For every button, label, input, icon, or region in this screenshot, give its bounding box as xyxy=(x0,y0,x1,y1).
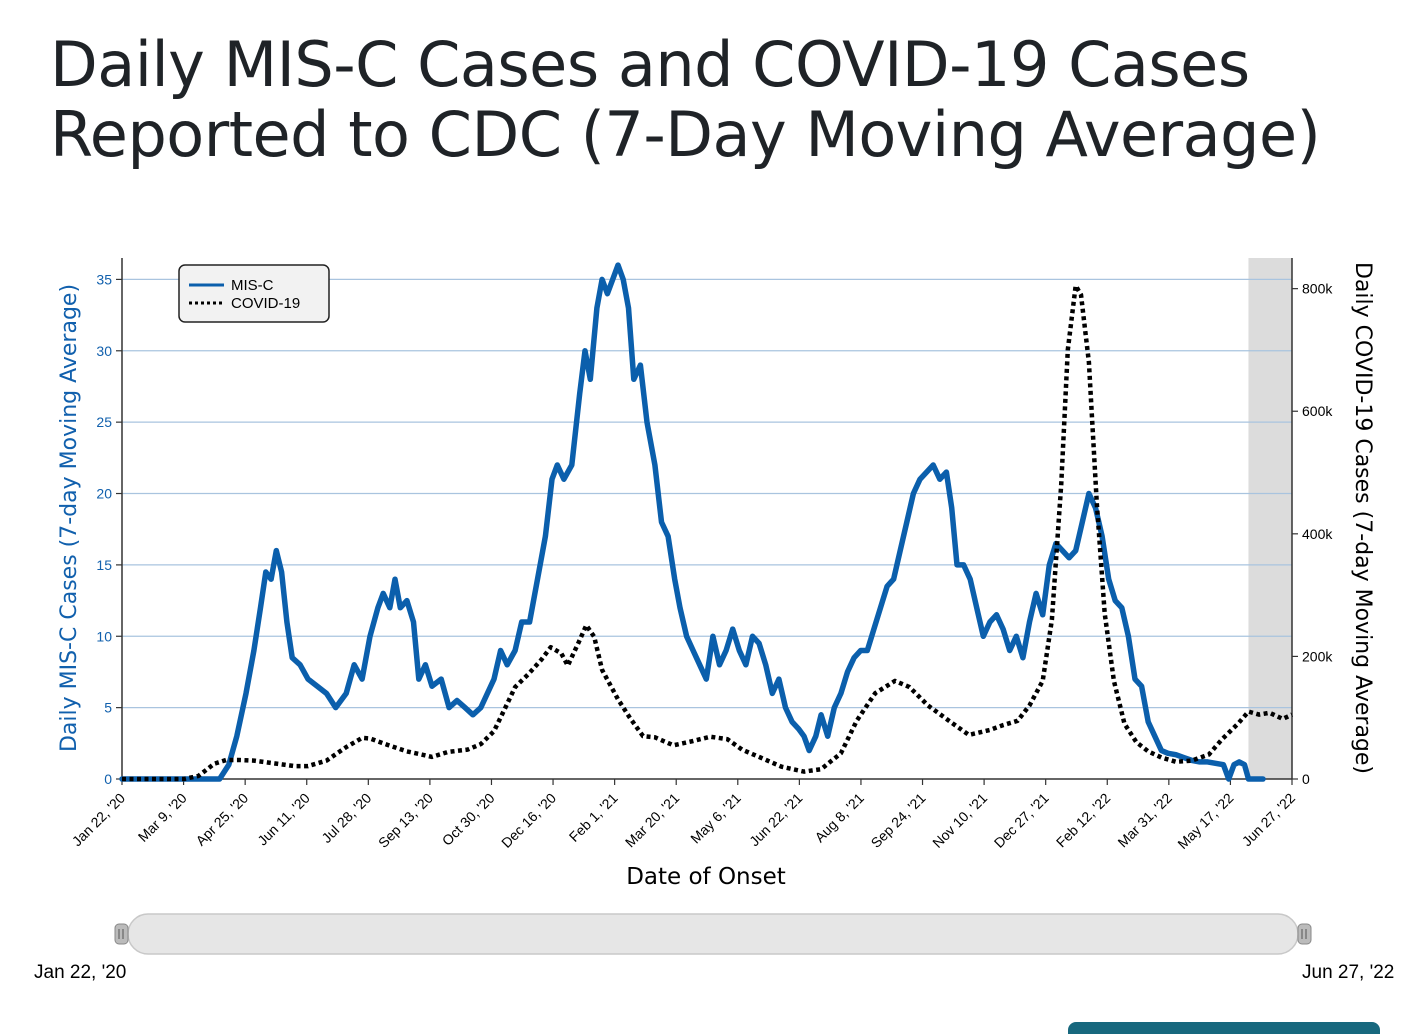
x-tick-label: Mar 31, '22 xyxy=(1114,790,1175,851)
x-tick-label: Sep 13, '20 xyxy=(375,790,436,851)
right-axis-label: Daily COVID-19 Cases (7-day Moving Avera… xyxy=(1350,262,1375,774)
range-handle-left[interactable] xyxy=(114,923,129,945)
x-tick-label: Feb 12, '22 xyxy=(1053,790,1114,851)
legend[interactable]: MIS-C COVID-19 xyxy=(178,264,330,323)
legend-box xyxy=(178,264,330,323)
gridlines xyxy=(122,278,1292,709)
range-start-label: Jan 22, '20 xyxy=(34,962,127,983)
x-tick-label: Oct 30, '20 xyxy=(439,790,498,849)
chart-title: Daily MIS-C Cases and COVID-19 Cases Rep… xyxy=(50,28,1321,171)
series-lines xyxy=(119,262,1293,782)
x-axis-label: Date of Onset xyxy=(626,864,786,890)
left-tick-label: 25 xyxy=(96,414,112,430)
left-tick-label: 30 xyxy=(96,343,112,359)
mis-c-line[interactable] xyxy=(119,262,1266,782)
x-tick-label: Feb 1, '21 xyxy=(566,790,621,845)
range-selector[interactable] xyxy=(114,913,1312,955)
x-tick-label: Jan 22, '20 xyxy=(69,790,129,850)
right-tick-label: 600k xyxy=(1302,403,1333,419)
left-tick-label: 5 xyxy=(104,700,112,716)
x-axis-ticks: Jan 22, '20 Mar 9, '20 Apr 25, '20 Jun 11, … xyxy=(69,779,1299,852)
x-tick-label: Sep 24, '21 xyxy=(868,790,929,851)
right-tick-label: 0 xyxy=(1302,771,1310,787)
right-tick-label: 800k xyxy=(1302,281,1333,297)
left-tick-label: 15 xyxy=(96,557,112,573)
left-tick-label: 20 xyxy=(96,486,112,502)
left-tick-label: 35 xyxy=(96,271,112,287)
x-tick-label: Jun 11, '20 xyxy=(254,790,313,849)
legend-item-covid[interactable]: COVID-19 xyxy=(231,295,300,312)
range-end-label: Jun 27, '22 xyxy=(1302,962,1395,983)
axes xyxy=(121,258,1293,780)
covid-19-line[interactable] xyxy=(122,283,1293,782)
x-tick-label: Mar 20, '21 xyxy=(622,790,683,851)
right-tick-label: 200k xyxy=(1302,648,1333,664)
left-tick-label: 0 xyxy=(104,771,112,787)
x-tick-label: Jun 27, '22 xyxy=(1239,790,1299,850)
x-tick-label: Aug 8, '21 xyxy=(811,790,867,846)
x-tick-label: May 6, '21 xyxy=(687,790,744,847)
x-tick-label: Mar 9, '20 xyxy=(135,790,190,845)
x-tick-label: Apr 25, '20 xyxy=(192,790,251,849)
x-tick-label: Jun 22, '21 xyxy=(746,790,806,850)
x-tick-label: Dec 16, '20 xyxy=(498,790,559,851)
legend-item-misc[interactable]: MIS-C xyxy=(231,277,274,294)
left-axis-label: Daily MIS-C Cases (7-day Moving Average) xyxy=(57,284,82,752)
left-tick-label: 10 xyxy=(96,628,112,644)
x-tick-label: Dec 27, '21 xyxy=(991,790,1052,851)
range-slider-track[interactable] xyxy=(127,913,1299,955)
left-axis-ticks: 0 5 10 15 20 25 30 35 xyxy=(96,271,122,787)
shaded-incomplete-data xyxy=(1248,258,1292,779)
x-tick-label: May 17, '22 xyxy=(1174,790,1236,852)
right-tick-label: 400k xyxy=(1302,526,1333,542)
x-tick-label: Nov 10, '21 xyxy=(929,790,990,851)
range-handle-right[interactable] xyxy=(1297,923,1312,945)
page-button[interactable] xyxy=(1068,1022,1380,1034)
x-tick-label: Jul 28, '20 xyxy=(318,790,374,846)
right-axis-ticks: 0 200k 400k 600k 800k xyxy=(1292,281,1333,787)
shaded-region xyxy=(1248,258,1292,779)
